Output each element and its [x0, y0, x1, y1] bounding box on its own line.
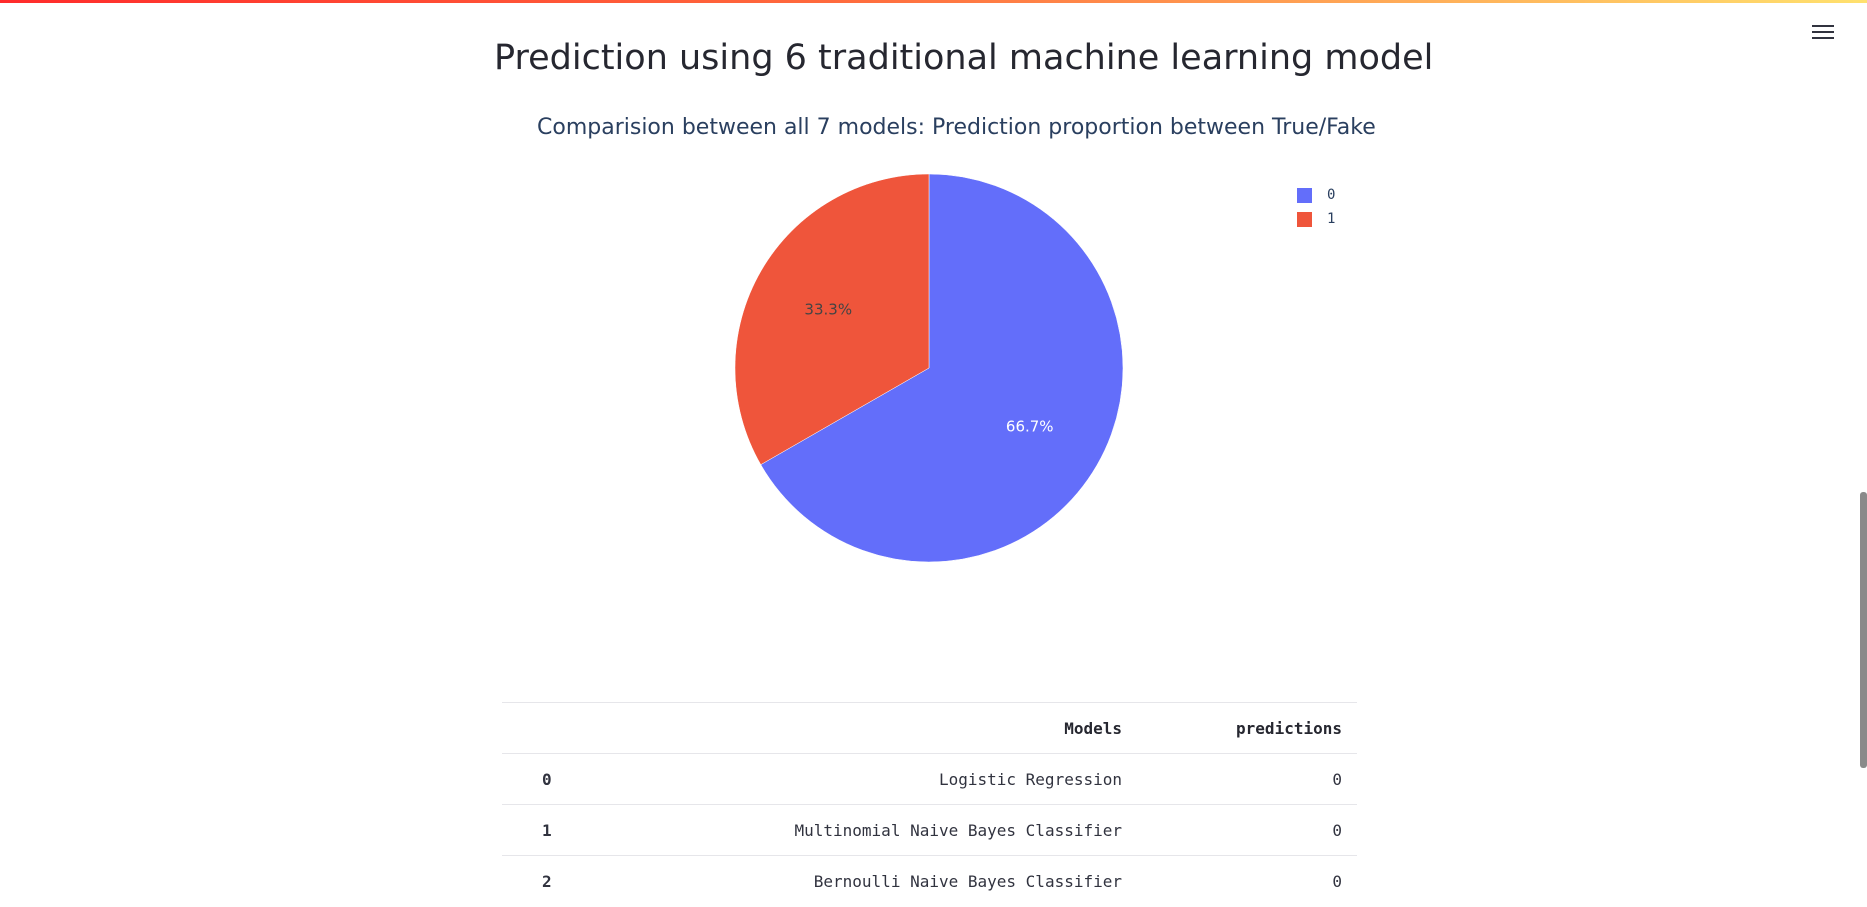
table-header-row: Models predictions	[502, 702, 1357, 754]
table-row: 2 Bernoulli Naive Bayes Classifier 0	[502, 855, 1357, 907]
table-row: 1 Multinomial Naive Bayes Classifier 0	[502, 804, 1357, 856]
row-prediction: 0	[1137, 804, 1357, 856]
page-title: Prediction using 6 traditional machine l…	[494, 38, 1434, 78]
table-header-predictions[interactable]: predictions	[1137, 702, 1357, 754]
pie-label-1: 33.3%	[804, 301, 852, 319]
scrollbar[interactable]	[1860, 492, 1867, 768]
row-model: Bernoulli Naive Bayes Classifier	[597, 855, 1137, 907]
top-accent-bar	[0, 0, 1867, 3]
row-prediction: 0	[1137, 855, 1357, 907]
row-prediction: 0	[1137, 753, 1357, 805]
row-index: 0	[502, 753, 597, 805]
pie-slice-1[interactable]	[734, 173, 930, 465]
legend-label-1: 1	[1327, 211, 1336, 227]
row-model: Logistic Regression	[597, 753, 1137, 805]
legend-swatch-0	[1297, 187, 1312, 203]
pie-label-0: 66.7%	[1006, 417, 1054, 435]
hamburger-menu-icon[interactable]	[1812, 22, 1834, 42]
chart-legend: 0 1	[1297, 183, 1335, 231]
table-row: 0 Logistic Regression 0	[502, 753, 1357, 805]
legend-item-0[interactable]: 0	[1297, 183, 1335, 207]
pie-chart: 66.7% 33.3% Comparision between all 7 mod…	[500, 100, 1376, 660]
pie-slice-0[interactable]	[760, 173, 1124, 563]
row-index: 1	[502, 804, 597, 856]
predictions-table-container: Models predictions 0 Logistic Regression…	[502, 702, 1357, 907]
row-model: Multinomial Naive Bayes Classifier	[597, 804, 1137, 856]
legend-item-1[interactable]: 1	[1297, 207, 1335, 231]
table-header-index	[502, 702, 597, 754]
legend-label-0: 0	[1327, 187, 1336, 203]
legend-swatch-1	[1297, 211, 1312, 227]
predictions-table: Models predictions 0 Logistic Regression…	[502, 702, 1357, 907]
row-index: 2	[502, 855, 597, 907]
table-header-models[interactable]: Models	[597, 702, 1137, 754]
chart-title: Comparision between all 7 models: Predic…	[537, 115, 1376, 140]
pie-chart-svg[interactable]: 66.7% 33.3%	[500, 100, 1360, 660]
